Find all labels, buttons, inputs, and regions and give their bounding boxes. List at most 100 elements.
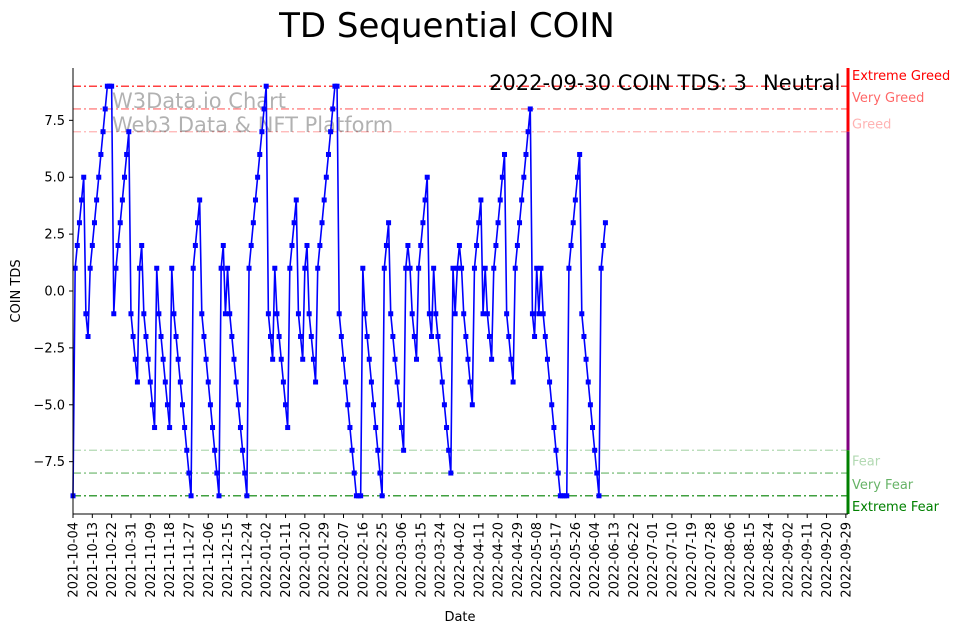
data-point <box>484 311 490 317</box>
data-point <box>446 447 452 453</box>
data-point <box>186 470 192 476</box>
data-point <box>197 197 203 203</box>
data-point <box>398 425 404 431</box>
data-point <box>89 242 95 248</box>
data-point <box>195 220 201 226</box>
data-point <box>229 334 235 340</box>
data-point <box>544 356 550 362</box>
data-point <box>214 470 220 476</box>
data-point <box>315 265 321 271</box>
data-point <box>126 129 132 135</box>
data-point <box>210 425 216 431</box>
data-point <box>319 220 325 226</box>
x-tick-label: 2022-08-15 <box>743 522 758 598</box>
data-point <box>416 265 422 271</box>
data-point <box>525 129 531 135</box>
x-tick-label: 2021-12-15 <box>221 522 236 598</box>
x-tick-label: 2021-10-04 <box>67 522 82 598</box>
zone-label: Greed <box>852 118 891 133</box>
data-point <box>602 220 608 226</box>
data-point <box>244 493 250 499</box>
data-point <box>130 334 136 340</box>
data-point <box>502 151 508 157</box>
data-point <box>233 379 239 385</box>
data-point <box>199 311 205 317</box>
data-point <box>553 447 559 453</box>
data-point <box>313 379 319 385</box>
data-point <box>261 106 267 112</box>
data-point <box>141 311 147 317</box>
data-point <box>205 379 211 385</box>
x-tick-label: 2022-09-02 <box>781 522 796 598</box>
x-tick-label: 2022-04-29 <box>511 522 526 598</box>
data-point <box>420 220 426 226</box>
data-point <box>122 174 128 180</box>
data-point <box>74 242 80 248</box>
data-point <box>79 197 85 203</box>
zone-labels: Extreme Greed Very Greed Greed Fear Very Fea… <box>852 69 950 515</box>
data-point <box>523 151 529 157</box>
x-tick-label: 2022-05-17 <box>550 522 565 598</box>
watermark-line: W3Data.io Chart <box>112 89 286 113</box>
data-point <box>454 265 460 271</box>
data-point <box>330 106 336 112</box>
data-point <box>203 356 209 362</box>
x-tick-label: 2022-02-25 <box>376 522 391 598</box>
data-point <box>390 334 396 340</box>
data-point <box>422 197 428 203</box>
data-point <box>255 174 261 180</box>
data-point <box>341 356 346 362</box>
data-point <box>577 151 583 157</box>
data-point <box>132 356 138 362</box>
data-point <box>383 242 389 248</box>
data-point <box>347 425 353 431</box>
data-point <box>179 402 185 408</box>
data-point <box>435 334 441 340</box>
data-point <box>147 379 153 385</box>
data-point <box>321 197 327 203</box>
data-point <box>274 311 280 317</box>
data-point <box>570 220 576 226</box>
data-point <box>87 265 93 271</box>
data-point <box>291 220 297 226</box>
status-label: Neutral <box>763 71 841 95</box>
data-point <box>504 311 510 317</box>
data-point <box>173 334 179 340</box>
x-tick-label: 2022-04-02 <box>453 522 468 598</box>
zone-label: Very Greed <box>852 91 924 106</box>
data-point <box>91 220 97 226</box>
data-point <box>158 334 164 340</box>
data-point <box>139 242 145 248</box>
data-point <box>190 265 196 271</box>
data-point <box>295 311 301 317</box>
data-point <box>201 334 207 340</box>
data-point <box>94 197 100 203</box>
data-point <box>160 356 166 362</box>
x-tick-label: 2022-01-20 <box>298 522 313 598</box>
x-tick-label: 2022-08-06 <box>723 522 738 598</box>
data-point <box>596 493 602 499</box>
data-point <box>98 151 104 157</box>
data-point <box>113 265 119 271</box>
data-point <box>227 311 233 317</box>
x-tick-label: 2022-01-11 <box>279 522 294 598</box>
data-point <box>459 265 465 271</box>
data-point <box>100 129 106 135</box>
data-point <box>343 379 349 385</box>
data-point <box>162 379 168 385</box>
x-tick-label: 2022-02-16 <box>356 522 371 598</box>
x-tick-label: 2022-06-04 <box>588 522 603 598</box>
data-point <box>532 334 538 340</box>
data-point <box>143 334 149 340</box>
y-tick-label: 2.5 <box>44 228 65 243</box>
data-point <box>218 265 224 271</box>
x-tick-label: 2022-05-26 <box>569 522 584 598</box>
data-point <box>220 242 226 248</box>
x-tick-label: 2022-05-08 <box>530 522 545 598</box>
data-point <box>426 311 432 317</box>
data-point <box>433 311 439 317</box>
data-point <box>145 356 151 362</box>
data-point <box>117 220 123 226</box>
data-point <box>345 402 351 408</box>
